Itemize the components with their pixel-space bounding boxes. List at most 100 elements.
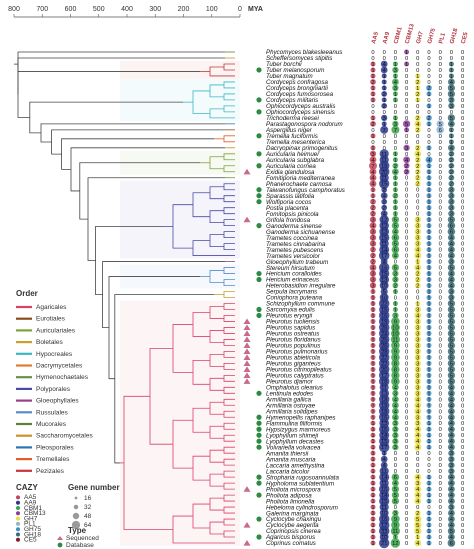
gene-count-value: 4 xyxy=(450,535,454,541)
species-label: Tremella fuciformis xyxy=(266,133,318,140)
type-markers xyxy=(243,67,262,546)
gene-count-bubble xyxy=(414,378,421,385)
species-label: Cyclocybe chaxingu xyxy=(266,516,322,523)
gene-count-bubble xyxy=(379,441,390,453)
species-label: Coniophora puteana xyxy=(266,295,323,302)
gene-count-value: 0 xyxy=(405,266,408,272)
gene-count-value: 4 xyxy=(450,487,454,493)
gene-count-bubble xyxy=(448,533,455,541)
gene-count-value: 2 xyxy=(383,200,386,206)
gene-count-bubble xyxy=(379,281,389,290)
gene-count-value: 1 xyxy=(394,206,397,212)
gene-count-value: 1 xyxy=(371,469,374,475)
gene-count-value: 0 xyxy=(405,355,408,361)
gene-count-bubble xyxy=(447,311,456,320)
gene-count-value: 1 xyxy=(427,349,430,355)
legend-cazy-swatch xyxy=(16,532,20,537)
species-label: Pleurotus eryngii xyxy=(266,313,313,320)
gene-count-bubble xyxy=(448,401,455,409)
species-label: Auricularia heimuer xyxy=(265,151,320,158)
gene-count-value: 4 xyxy=(416,122,420,128)
gene-count-value: 1 xyxy=(371,397,374,403)
gene-count-value: 0 xyxy=(405,427,408,433)
gene-count-value: 0 xyxy=(416,212,419,218)
gene-count-bubble xyxy=(426,121,432,127)
gene-count-bubble xyxy=(370,354,376,360)
gene-count-value: 0 xyxy=(461,110,464,116)
gene-count-value: 0 xyxy=(405,110,408,116)
species-label: Pleurotus floridanus xyxy=(266,337,321,344)
gene-count-value: 1 xyxy=(427,427,430,433)
gene-count-bubble xyxy=(392,383,399,391)
gene-count-value: 0 xyxy=(461,523,464,529)
gene-count-value: 1 xyxy=(427,212,430,218)
gene-count-value: 0 xyxy=(405,505,408,511)
gene-count-value: 0 xyxy=(461,230,464,236)
gene-count-value: 0 xyxy=(394,134,397,140)
gene-count-value: 0 xyxy=(405,409,408,415)
gene-count-value: 0 xyxy=(439,469,442,475)
gene-count-value: 1 xyxy=(371,68,374,74)
type-marker-database xyxy=(256,270,262,277)
gene-count-value: 0 xyxy=(371,128,374,134)
gene-count-value: 0 xyxy=(461,50,464,56)
gene-count-value: 1 xyxy=(383,122,386,128)
gene-count-value: 0 xyxy=(416,50,419,56)
gene-count-bubble xyxy=(414,234,421,241)
gene-count-value: 1 xyxy=(371,535,374,541)
gene-count-bubble xyxy=(448,78,455,86)
gene-count-value: 0 xyxy=(461,296,464,302)
gene-count-value: 2 xyxy=(416,176,419,182)
gene-count-bubble xyxy=(426,342,432,348)
species-label: Gloeophyllum trabeum xyxy=(266,259,328,266)
type-marker-database xyxy=(256,534,262,540)
gene-count-value: 1 xyxy=(371,445,374,451)
gene-count-bubble xyxy=(392,534,398,540)
gene-count-bubble xyxy=(448,162,455,169)
gene-count-value: 1 xyxy=(371,409,374,415)
gene-count-value: 0 xyxy=(439,164,442,170)
gene-count-value: 0 xyxy=(461,403,464,409)
gene-count-value: 0 xyxy=(405,445,408,451)
gene-count-value: 3 xyxy=(450,290,453,296)
tree-backbone xyxy=(17,51,225,77)
gene-count-value: 0 xyxy=(461,128,464,134)
gene-count-value: 0 xyxy=(405,212,408,218)
gene-count-bubble xyxy=(426,330,432,336)
gene-count-value: 0 xyxy=(439,116,442,122)
gene-count-bubble xyxy=(448,282,455,289)
gene-count-bubble xyxy=(370,120,376,127)
gene-count-value: 1 xyxy=(394,290,397,296)
gene-count-value: 1 xyxy=(427,290,430,296)
gene-count-bubble xyxy=(414,515,422,523)
gene-count-value: 3 xyxy=(416,385,419,391)
phylogenetic-tree xyxy=(14,51,235,544)
gene-count-value: 0 xyxy=(461,206,464,212)
gene-count-value: 1 xyxy=(371,319,374,325)
gene-count-bubble xyxy=(391,216,400,224)
gene-count-value: 0 xyxy=(461,451,464,457)
gene-count-value: 0 xyxy=(405,313,408,319)
gene-count-bubble xyxy=(426,163,432,169)
species-label: Tuber magnatum xyxy=(266,73,313,80)
gene-count-value: 8 xyxy=(394,373,397,379)
gene-count-value: 0 xyxy=(461,487,464,493)
gene-count-bubble xyxy=(426,474,432,480)
gene-count-bubble xyxy=(448,491,455,499)
gene-count-value: 0 xyxy=(405,439,408,445)
gene-count-bubble xyxy=(390,526,400,536)
gene-count-bubble xyxy=(448,288,455,295)
species-label: Parastagonospora nodorum xyxy=(266,121,343,128)
gene-count-value: 1 xyxy=(427,206,430,212)
gene-count-value: 4 xyxy=(450,427,454,433)
type-marker-database xyxy=(256,492,262,498)
gene-count-value: 2 xyxy=(416,116,419,122)
gene-count-value: 0 xyxy=(394,463,397,469)
gene-count-bubble xyxy=(426,402,432,408)
gene-count-value: 0 xyxy=(394,296,397,302)
gene-count-value: 0 xyxy=(416,62,419,68)
gene-count-value: 1 xyxy=(427,230,430,236)
gene-count-value: 0 xyxy=(461,367,464,373)
gene-count-bubble xyxy=(448,234,455,242)
gene-count-value: 15 xyxy=(381,236,387,242)
